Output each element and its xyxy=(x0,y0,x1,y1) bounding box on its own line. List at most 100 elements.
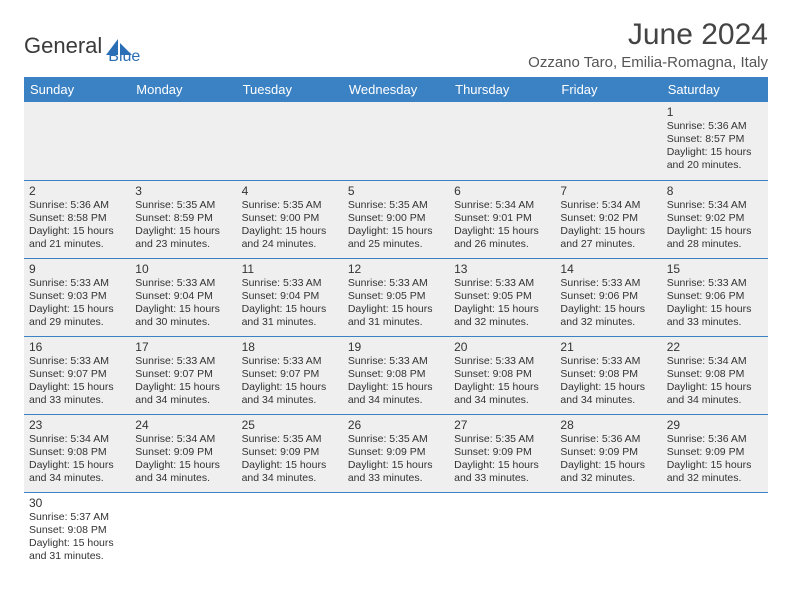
weekday-header: Wednesday xyxy=(343,77,449,102)
calendar-cell: 27Sunrise: 5:35 AMSunset: 9:09 PMDayligh… xyxy=(449,414,555,492)
calendar-cell: 15Sunrise: 5:33 AMSunset: 9:06 PMDayligh… xyxy=(662,258,768,336)
day-number: 11 xyxy=(242,262,338,276)
day-info: Sunrise: 5:34 AMSunset: 9:09 PMDaylight:… xyxy=(135,433,231,486)
day-info: Sunrise: 5:36 AMSunset: 8:58 PMDaylight:… xyxy=(29,199,125,252)
day-number: 20 xyxy=(454,340,550,354)
day-number: 17 xyxy=(135,340,231,354)
day-number: 1 xyxy=(667,105,763,119)
calendar-cell xyxy=(449,102,555,180)
day-info: Sunrise: 5:34 AMSunset: 9:02 PMDaylight:… xyxy=(560,199,656,252)
weekday-header: Sunday xyxy=(24,77,130,102)
day-info: Sunrise: 5:33 AMSunset: 9:07 PMDaylight:… xyxy=(135,355,231,408)
calendar-cell: 9Sunrise: 5:33 AMSunset: 9:03 PMDaylight… xyxy=(24,258,130,336)
calendar-cell xyxy=(237,102,343,180)
calendar-row: 2Sunrise: 5:36 AMSunset: 8:58 PMDaylight… xyxy=(24,180,768,258)
calendar-table: Sunday Monday Tuesday Wednesday Thursday… xyxy=(24,77,768,570)
weekday-header: Friday xyxy=(555,77,661,102)
day-number: 13 xyxy=(454,262,550,276)
day-number: 29 xyxy=(667,418,763,432)
day-number: 14 xyxy=(560,262,656,276)
calendar-row: 30Sunrise: 5:37 AMSunset: 9:08 PMDayligh… xyxy=(24,492,768,570)
calendar-cell: 21Sunrise: 5:33 AMSunset: 9:08 PMDayligh… xyxy=(555,336,661,414)
calendar-cell: 19Sunrise: 5:33 AMSunset: 9:08 PMDayligh… xyxy=(343,336,449,414)
month-title: June 2024 xyxy=(528,18,768,52)
day-info: Sunrise: 5:33 AMSunset: 9:08 PMDaylight:… xyxy=(348,355,444,408)
calendar-cell: 22Sunrise: 5:34 AMSunset: 9:08 PMDayligh… xyxy=(662,336,768,414)
day-number: 2 xyxy=(29,184,125,198)
calendar-cell: 11Sunrise: 5:33 AMSunset: 9:04 PMDayligh… xyxy=(237,258,343,336)
calendar-cell: 16Sunrise: 5:33 AMSunset: 9:07 PMDayligh… xyxy=(24,336,130,414)
weekday-header: Monday xyxy=(130,77,236,102)
day-number: 28 xyxy=(560,418,656,432)
calendar-cell: 24Sunrise: 5:34 AMSunset: 9:09 PMDayligh… xyxy=(130,414,236,492)
calendar-cell: 17Sunrise: 5:33 AMSunset: 9:07 PMDayligh… xyxy=(130,336,236,414)
day-number: 19 xyxy=(348,340,444,354)
calendar-cell xyxy=(555,492,661,570)
day-number: 16 xyxy=(29,340,125,354)
day-number: 21 xyxy=(560,340,656,354)
calendar-cell: 3Sunrise: 5:35 AMSunset: 8:59 PMDaylight… xyxy=(130,180,236,258)
calendar-cell xyxy=(343,492,449,570)
calendar-cell: 28Sunrise: 5:36 AMSunset: 9:09 PMDayligh… xyxy=(555,414,661,492)
day-number: 23 xyxy=(29,418,125,432)
calendar-cell: 10Sunrise: 5:33 AMSunset: 9:04 PMDayligh… xyxy=(130,258,236,336)
day-number: 18 xyxy=(242,340,338,354)
calendar-cell xyxy=(555,102,661,180)
calendar-cell: 7Sunrise: 5:34 AMSunset: 9:02 PMDaylight… xyxy=(555,180,661,258)
day-number: 27 xyxy=(454,418,550,432)
day-number: 26 xyxy=(348,418,444,432)
day-info: Sunrise: 5:34 AMSunset: 9:08 PMDaylight:… xyxy=(29,433,125,486)
day-info: Sunrise: 5:34 AMSunset: 9:02 PMDaylight:… xyxy=(667,199,763,252)
calendar-cell: 25Sunrise: 5:35 AMSunset: 9:09 PMDayligh… xyxy=(237,414,343,492)
day-info: Sunrise: 5:35 AMSunset: 9:09 PMDaylight:… xyxy=(242,433,338,486)
weekday-header: Tuesday xyxy=(237,77,343,102)
weekday-header: Thursday xyxy=(449,77,555,102)
header: General Blue June 2024 Ozzano Taro, Emil… xyxy=(24,18,768,71)
calendar-cell xyxy=(237,492,343,570)
day-info: Sunrise: 5:34 AMSunset: 9:01 PMDaylight:… xyxy=(454,199,550,252)
calendar-cell: 29Sunrise: 5:36 AMSunset: 9:09 PMDayligh… xyxy=(662,414,768,492)
logo-text-part2: Blue xyxy=(108,48,140,66)
calendar-cell xyxy=(130,492,236,570)
day-number: 4 xyxy=(242,184,338,198)
day-number: 15 xyxy=(667,262,763,276)
day-number: 12 xyxy=(348,262,444,276)
day-number: 7 xyxy=(560,184,656,198)
day-info: Sunrise: 5:35 AMSunset: 9:00 PMDaylight:… xyxy=(242,199,338,252)
day-info: Sunrise: 5:35 AMSunset: 9:09 PMDaylight:… xyxy=(454,433,550,486)
logo: General Blue xyxy=(24,26,140,66)
location: Ozzano Taro, Emilia-Romagna, Italy xyxy=(528,54,768,71)
calendar-cell xyxy=(343,102,449,180)
day-number: 24 xyxy=(135,418,231,432)
calendar-cell: 5Sunrise: 5:35 AMSunset: 9:00 PMDaylight… xyxy=(343,180,449,258)
weekday-header-row: Sunday Monday Tuesday Wednesday Thursday… xyxy=(24,77,768,102)
day-number: 9 xyxy=(29,262,125,276)
day-info: Sunrise: 5:33 AMSunset: 9:03 PMDaylight:… xyxy=(29,277,125,330)
day-info: Sunrise: 5:37 AMSunset: 9:08 PMDaylight:… xyxy=(29,511,125,564)
day-info: Sunrise: 5:35 AMSunset: 9:09 PMDaylight:… xyxy=(348,433,444,486)
calendar-cell: 1Sunrise: 5:36 AMSunset: 8:57 PMDaylight… xyxy=(662,102,768,180)
calendar-row: 23Sunrise: 5:34 AMSunset: 9:08 PMDayligh… xyxy=(24,414,768,492)
calendar-cell: 18Sunrise: 5:33 AMSunset: 9:07 PMDayligh… xyxy=(237,336,343,414)
day-number: 8 xyxy=(667,184,763,198)
day-info: Sunrise: 5:36 AMSunset: 9:09 PMDaylight:… xyxy=(560,433,656,486)
calendar-cell xyxy=(130,102,236,180)
day-info: Sunrise: 5:36 AMSunset: 9:09 PMDaylight:… xyxy=(667,433,763,486)
weekday-header: Saturday xyxy=(662,77,768,102)
day-number: 6 xyxy=(454,184,550,198)
calendar-cell: 13Sunrise: 5:33 AMSunset: 9:05 PMDayligh… xyxy=(449,258,555,336)
calendar-cell: 4Sunrise: 5:35 AMSunset: 9:00 PMDaylight… xyxy=(237,180,343,258)
day-number: 5 xyxy=(348,184,444,198)
day-info: Sunrise: 5:33 AMSunset: 9:06 PMDaylight:… xyxy=(560,277,656,330)
day-info: Sunrise: 5:35 AMSunset: 8:59 PMDaylight:… xyxy=(135,199,231,252)
logo-text-part1: General xyxy=(24,33,102,59)
day-info: Sunrise: 5:34 AMSunset: 9:08 PMDaylight:… xyxy=(667,355,763,408)
day-info: Sunrise: 5:33 AMSunset: 9:06 PMDaylight:… xyxy=(667,277,763,330)
day-number: 3 xyxy=(135,184,231,198)
calendar-row: 9Sunrise: 5:33 AMSunset: 9:03 PMDaylight… xyxy=(24,258,768,336)
calendar-cell: 14Sunrise: 5:33 AMSunset: 9:06 PMDayligh… xyxy=(555,258,661,336)
calendar-cell xyxy=(662,492,768,570)
calendar-cell: 2Sunrise: 5:36 AMSunset: 8:58 PMDaylight… xyxy=(24,180,130,258)
calendar-cell: 6Sunrise: 5:34 AMSunset: 9:01 PMDaylight… xyxy=(449,180,555,258)
calendar-cell: 12Sunrise: 5:33 AMSunset: 9:05 PMDayligh… xyxy=(343,258,449,336)
